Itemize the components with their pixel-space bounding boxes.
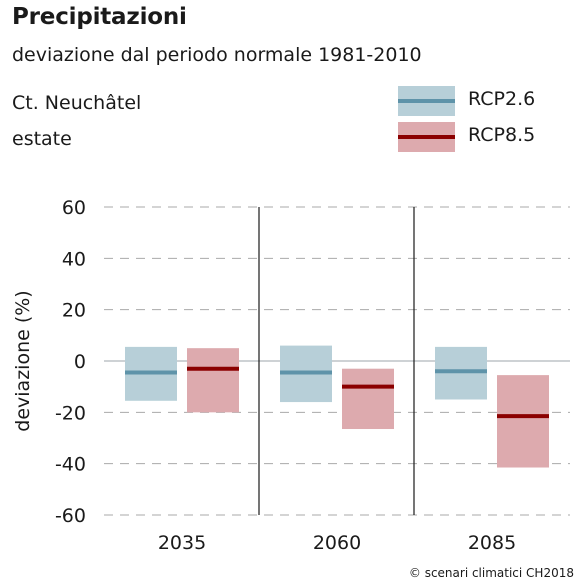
x-tick-label: 2060 xyxy=(313,532,361,554)
region-label: Ct. Neuchâtel xyxy=(12,92,142,114)
y-tick-label: -40 xyxy=(55,454,86,476)
legend-label-rcp26: RCP2.6 xyxy=(468,88,536,110)
y-tick-label: -20 xyxy=(55,402,86,424)
x-tick-label: 2085 xyxy=(468,532,516,554)
y-tick-label: 40 xyxy=(62,248,86,270)
season-label: estate xyxy=(12,128,72,150)
chart-title: Precipitazioni xyxy=(12,4,187,30)
x-tick-label: 2035 xyxy=(158,532,206,554)
range-box-rcp85-2085 xyxy=(497,375,549,468)
legend-label-rcp85: RCP8.5 xyxy=(468,124,536,146)
chart-subtitle: deviazione dal periodo normale 1981-2010 xyxy=(12,44,422,66)
range-box-rcp85-2060 xyxy=(342,368,394,430)
legend-line-rcp26 xyxy=(398,99,455,103)
y-tick-label: 20 xyxy=(62,300,86,322)
range-box-rcp85-2035 xyxy=(187,348,239,413)
y-axis-label: deviazione (%) xyxy=(12,290,34,431)
legend-line-rcp85 xyxy=(398,135,455,139)
credit-text: © scenari climatici CH2018 xyxy=(408,566,574,580)
y-tick-label: 0 xyxy=(74,351,86,373)
y-tick-label: -60 xyxy=(55,505,86,527)
y-tick-label: 60 xyxy=(62,197,86,219)
